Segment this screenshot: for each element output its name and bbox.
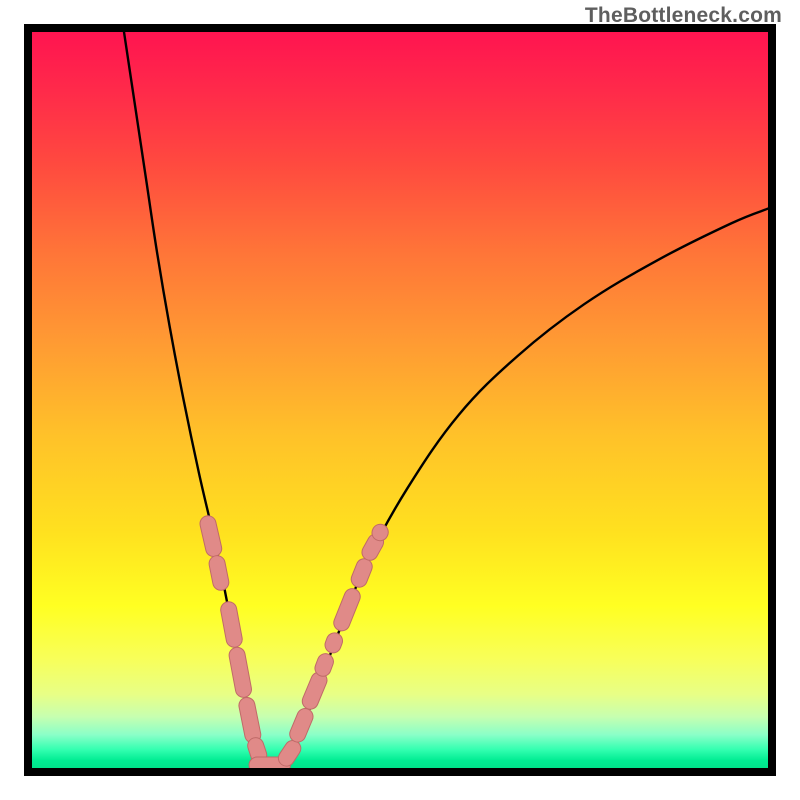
bottleneck-chart: [0, 0, 800, 800]
chart-frame: TheBottleneck.com: [0, 0, 800, 800]
watermark-text: TheBottleneck.com: [585, 4, 782, 28]
plot-background: [32, 32, 768, 768]
